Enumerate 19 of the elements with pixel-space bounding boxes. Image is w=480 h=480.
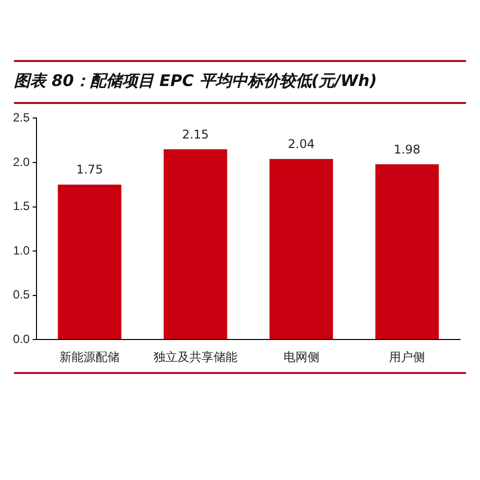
x-tick-label: 电网侧 bbox=[283, 350, 320, 364]
bar bbox=[164, 149, 228, 340]
x-tick-label: 独立及共享储能 bbox=[153, 350, 238, 364]
bar bbox=[270, 158, 334, 340]
data-label: 1.98 bbox=[394, 142, 420, 156]
y-tick-label: 0.0 bbox=[12, 332, 30, 346]
x-tick-label: 用户侧 bbox=[389, 350, 426, 364]
data-label: 2.04 bbox=[288, 137, 315, 152]
data-label: 1.75 bbox=[76, 162, 103, 177]
y-tick-label: 2.0 bbox=[12, 154, 30, 169]
bar bbox=[375, 164, 439, 340]
y-tick-label: 2.5 bbox=[12, 110, 30, 125]
x-tick-label: 新能源配储 bbox=[60, 350, 120, 364]
y-tick-label: 1.5 bbox=[12, 199, 30, 214]
data-label: 2.15 bbox=[182, 127, 209, 142]
y-tick-label: 0.5 bbox=[12, 288, 30, 302]
bar bbox=[58, 184, 122, 340]
chart-title: 图表 80：配储项目 EPC 平均中标价较低(元/Wh) bbox=[14, 60, 466, 104]
y-tick-label: 1.0 bbox=[12, 243, 30, 258]
